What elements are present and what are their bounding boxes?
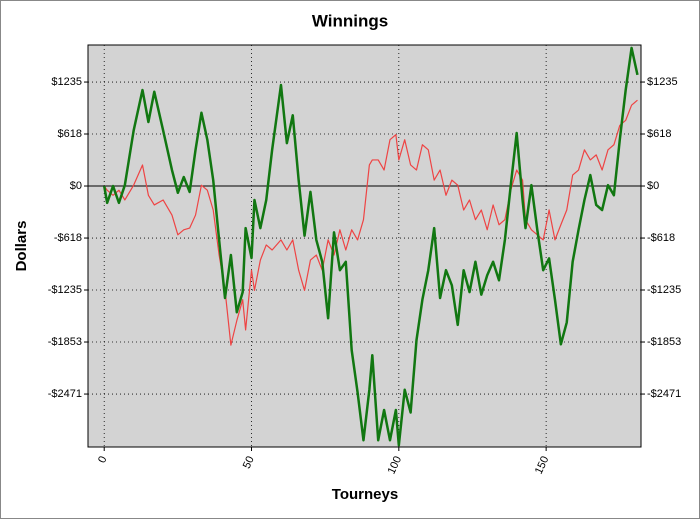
y-tick-label: -$1853 (647, 336, 681, 348)
y-tick-label: -$2471 (647, 388, 681, 400)
series-line (103, 99, 638, 346)
y-tick-label: -$2471 (48, 388, 82, 400)
chart-title: Winnings (312, 11, 388, 30)
y-tick-label: -$618 (647, 232, 675, 244)
y-tick-label: -$1235 (48, 284, 82, 296)
x-axis-label: Tourneys (332, 486, 398, 503)
plot-area (87, 44, 642, 448)
y-tick-label: $1235 (647, 76, 678, 88)
y-tick-label: $0 (70, 180, 82, 192)
series-line (102, 46, 639, 447)
y-tick-label: -$1235 (647, 284, 681, 296)
y-tick-label: $1235 (51, 76, 82, 88)
x-tick-label: 0 (96, 454, 109, 465)
y-tick-label: $618 (647, 128, 671, 140)
y-tick-label: $618 (58, 128, 82, 140)
y-axis-label: Dollars (13, 221, 30, 272)
y-tick-label: $0 (647, 180, 659, 192)
y-tick-label: -$1853 (48, 336, 82, 348)
y-tick-label: -$618 (54, 232, 82, 244)
x-tick-label: 50 (241, 454, 257, 470)
